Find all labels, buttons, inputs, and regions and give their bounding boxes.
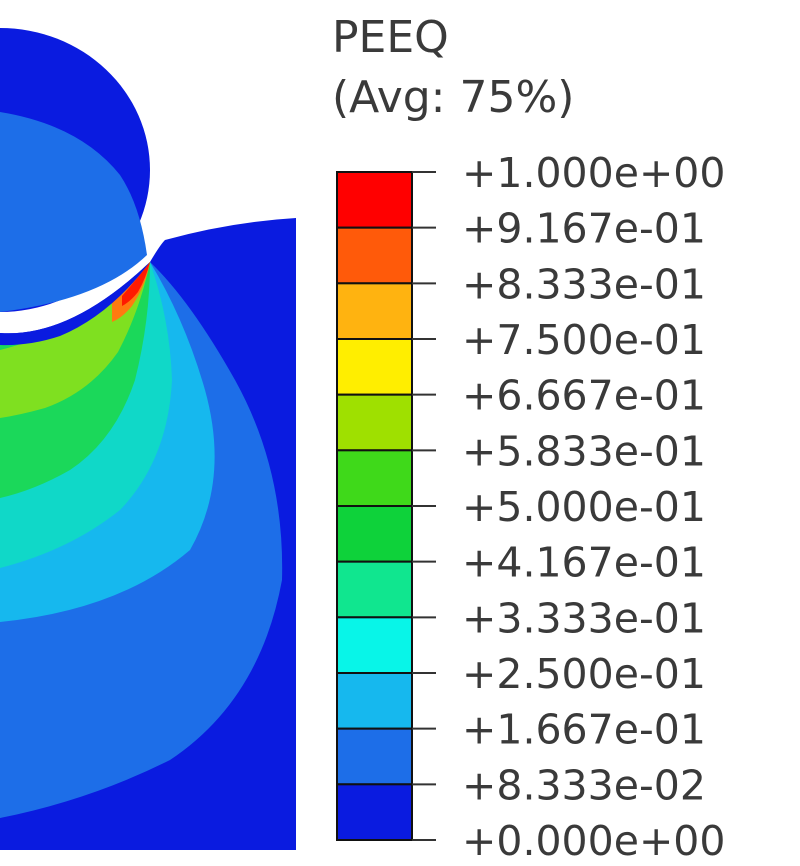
legend-band-6 <box>336 505 413 563</box>
legend-tick-label-4: +6.667e-01 <box>462 372 706 420</box>
legend-band-10 <box>336 727 413 786</box>
legend-tick-label-9: +2.500e-01 <box>462 650 706 698</box>
legend-tick-label-3: +7.500e-01 <box>462 316 706 364</box>
legend-tick-label-6: +5.000e-01 <box>462 483 706 531</box>
contour-plot <box>0 28 296 850</box>
legend-averaging-label: (Avg: 75%) <box>332 72 574 123</box>
legend-variable-title: PEEQ <box>332 12 449 63</box>
legend-tick-label-8: +3.333e-01 <box>462 594 706 642</box>
indenter-contour-level-1 <box>0 112 147 312</box>
legend-tick-label-1: +9.167e-01 <box>462 205 706 253</box>
legend-band-4 <box>336 393 413 452</box>
legend-tick-label-2: +8.333e-01 <box>462 260 706 308</box>
workpiece-surface-layer <box>0 262 150 346</box>
legend-color-bar <box>336 171 413 841</box>
legend-tick-label-7: +4.167e-01 <box>462 539 706 587</box>
workpiece-contour-level-7 <box>122 262 150 306</box>
legend-tick-labels: +1.000e+00 +9.167e-01 +8.333e-01 +7.500e-01… <box>462 149 725 865</box>
indenter-region <box>0 28 150 312</box>
legend-band-9 <box>336 672 413 730</box>
legend-tick-label-5: +5.833e-01 <box>462 427 706 475</box>
legend-tick-marks <box>412 171 436 841</box>
legend-band-5 <box>336 449 413 508</box>
legend-band-7 <box>336 560 413 619</box>
legend-band-1 <box>336 226 413 285</box>
legend-band-0 <box>336 171 413 229</box>
legend: PEEQ (Avg: 75%) +1.000e+00 +9.167e-01 +8.3… <box>332 12 725 865</box>
legend-band-11 <box>336 783 413 841</box>
legend-band-8 <box>336 616 413 674</box>
legend-tick-label-10: +1.667e-01 <box>462 706 706 754</box>
legend-band-3 <box>336 338 413 396</box>
legend-tick-label-12: +0.000e+00 <box>462 817 725 865</box>
legend-tick-label-0: +1.000e+00 <box>462 149 725 197</box>
legend-tick-label-11: +8.333e-02 <box>462 761 706 809</box>
legend-band-2 <box>336 282 413 341</box>
workpiece-region <box>0 218 296 850</box>
